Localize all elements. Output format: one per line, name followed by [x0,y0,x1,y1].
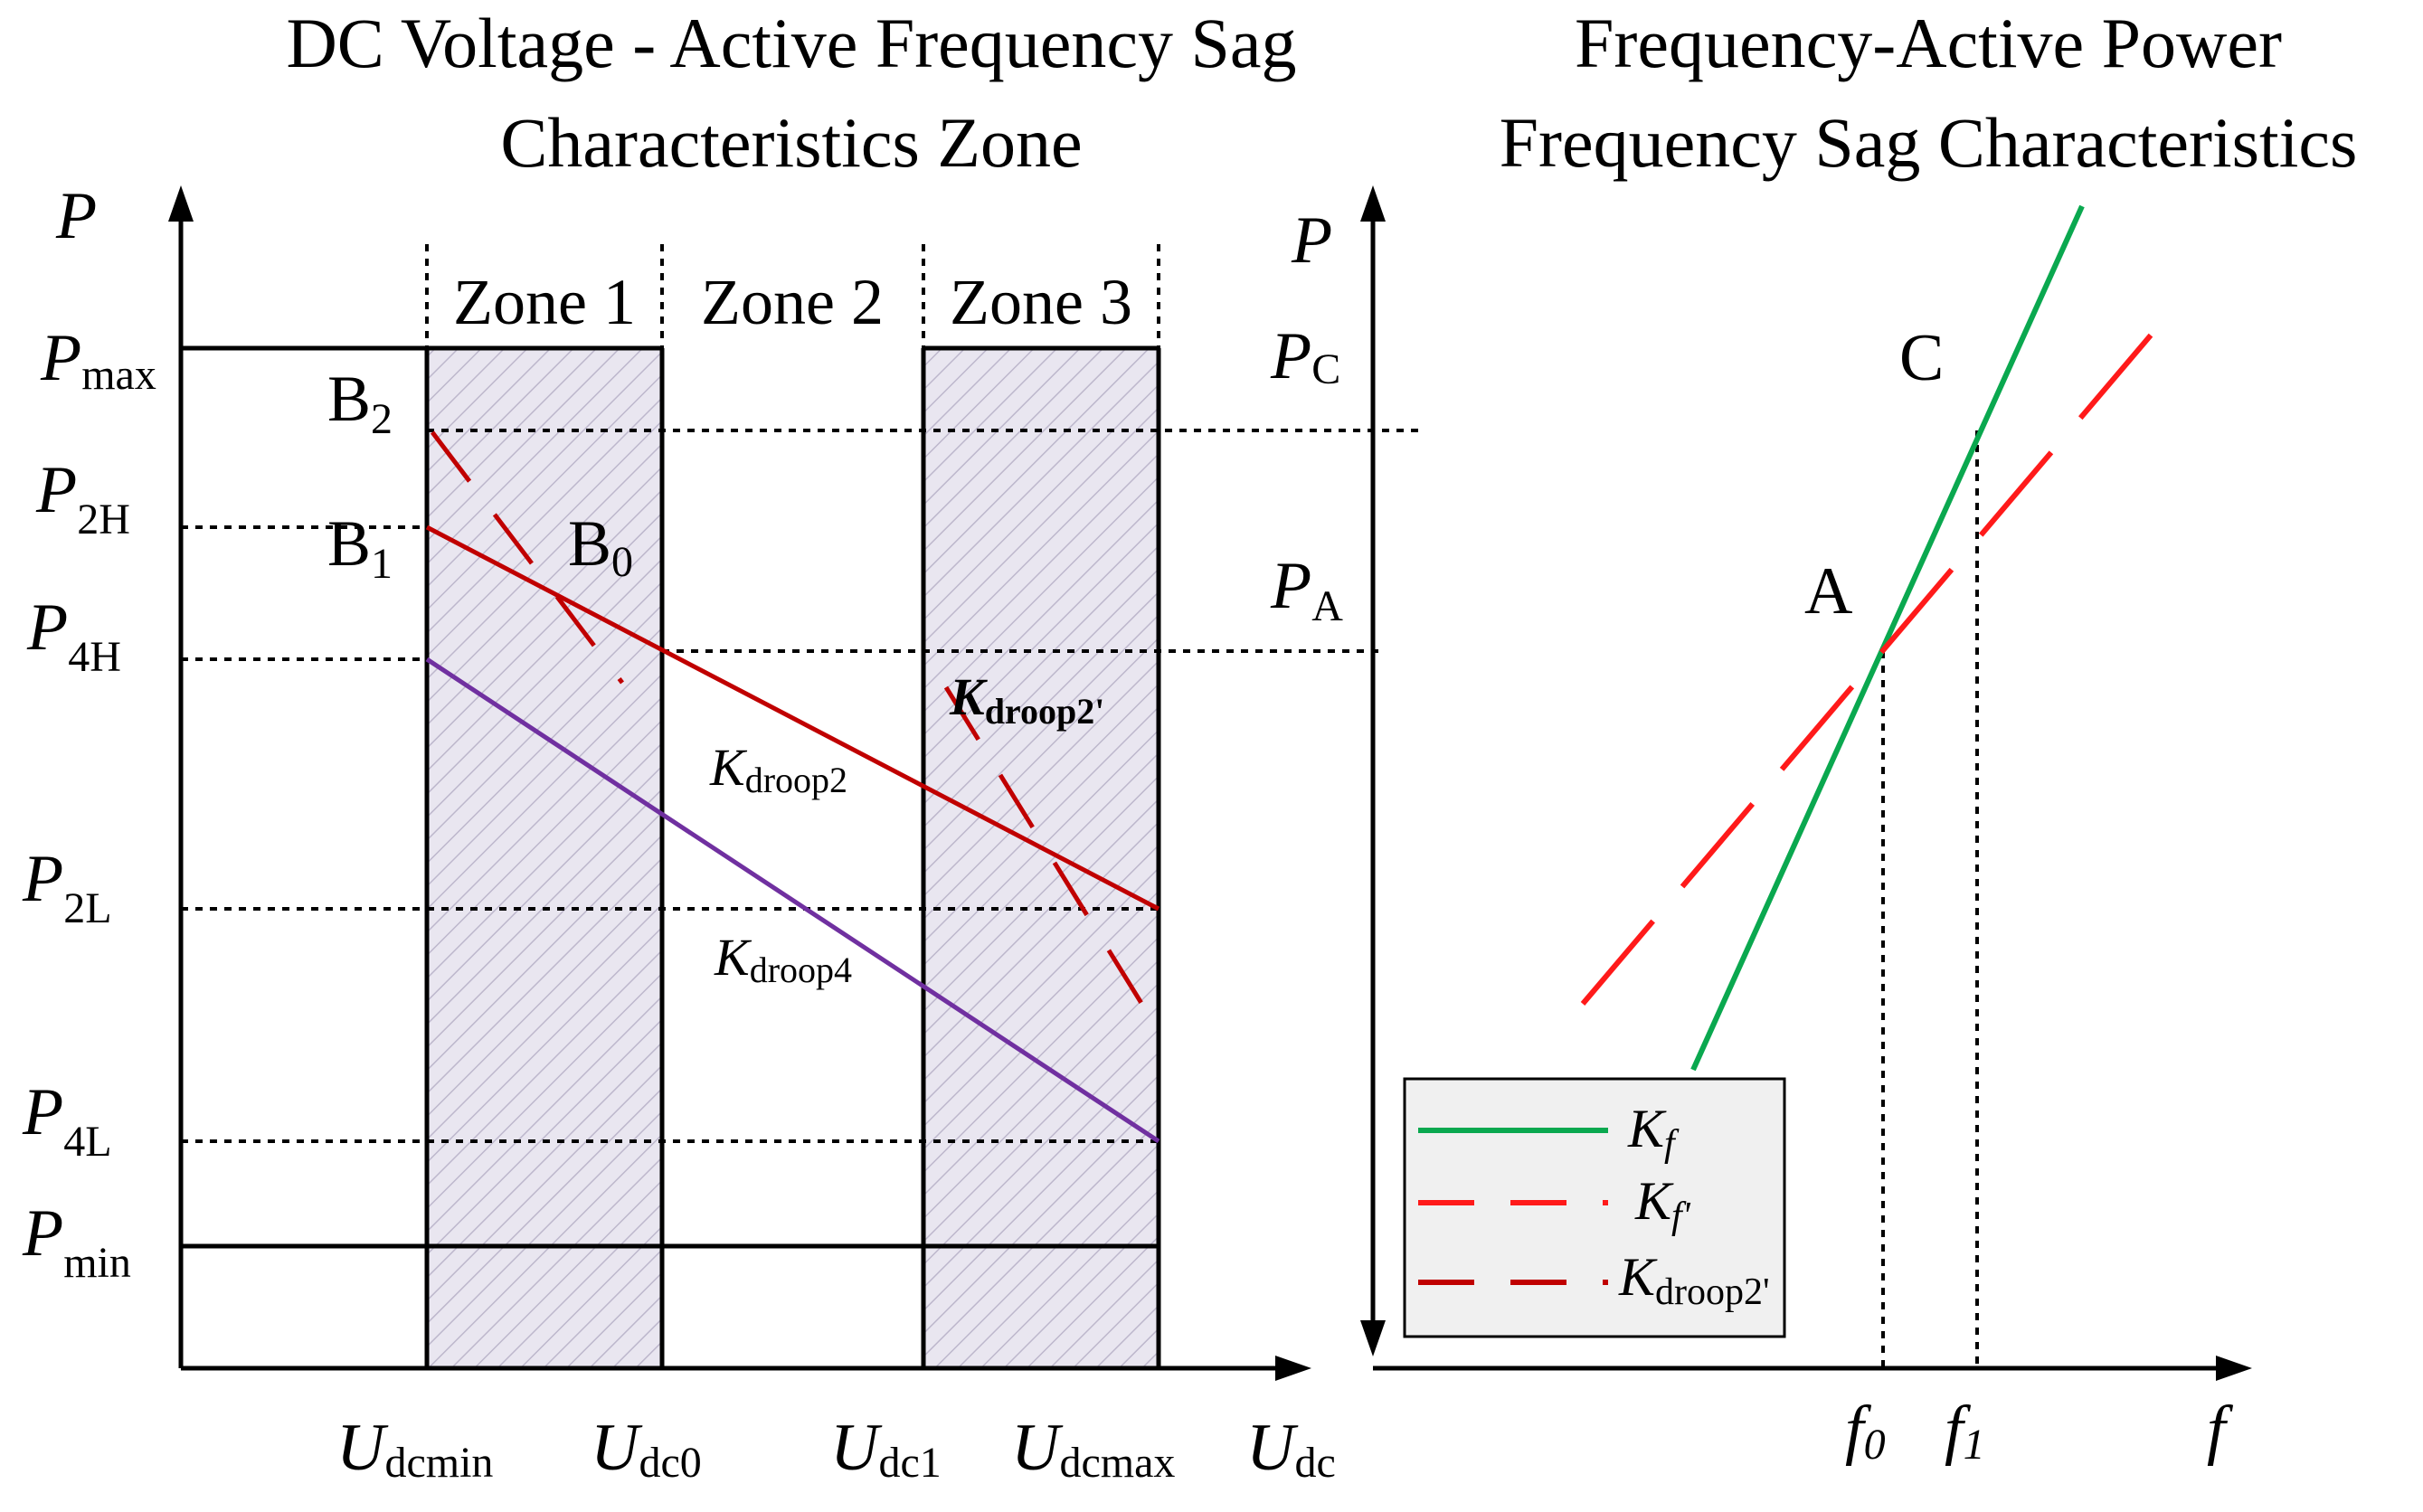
legend-box [1403,1077,1786,1338]
f1-label: f1 [1945,1393,1985,1469]
kdroop2p-label: Kdroop2' [949,667,1104,732]
legend: Kf Kf' Kdroop2' [1403,1077,1786,1338]
udcmax-label: Udcmax [1011,1411,1175,1487]
point-b0-label: B0 [568,507,633,586]
udcmin-label: Udcmin [336,1411,493,1487]
right-title-line1: Frequency-Active Power [1575,4,2282,82]
zone3-label: Zone 3 [950,266,1132,338]
legend-label-kdroop2p: Kdroop2' [1618,1247,1770,1313]
left-axis-y-label: P [55,179,97,253]
pa-label: PA [1270,549,1343,630]
point-c-label: C [1899,321,1944,395]
kdroop4-label: Kdroop4 [714,928,852,990]
udc0-label: Udc0 [591,1411,702,1487]
kf-line [1690,204,2085,1072]
right-axis-x-label: f [2207,1393,2234,1467]
right-panel: Frequency-Active Power Frequency Sag Cha… [1270,4,2357,1469]
point-a-label: A [1804,554,1852,628]
legend-label-kf-prime: Kf' [1634,1171,1691,1237]
left-axis-x-label: Udc [1246,1411,1336,1487]
pc-label: PC [1270,319,1340,393]
left-x-axis-arrow-icon [1275,1356,1311,1381]
pmin-label: Pmin [22,1196,131,1287]
kdroop2p-dashed-line [943,685,1161,1033]
p4h-label: P4H [26,591,121,681]
zone3-shading [923,348,1159,1368]
pmax-label: Pmax [40,321,156,399]
kdroop2-label: Kdroop2 [709,738,847,800]
right-axis-y-label: P [1291,203,1332,278]
p4l-label: P4L [22,1075,112,1166]
left-panel: DC Voltage - Active Frequency Sag Charac… [22,4,1425,1487]
left-title-line1: DC Voltage - Active Frequency Sag [286,4,1296,82]
right-y-axis-down-arrow-icon [1360,1320,1386,1356]
p2l-label: P2L [22,842,112,932]
zone2-label: Zone 2 [701,266,884,338]
b2-dashed-line [431,430,624,685]
zone1-label: Zone 1 [453,266,636,338]
left-y-axis-arrow-icon [168,185,194,222]
point-b2-label: B2 [327,363,393,443]
right-y-axis-up-arrow-icon [1360,185,1386,222]
f0-label: f0 [1845,1393,1886,1469]
zone-dividers-top [425,244,1160,348]
kdroop4-line [425,657,1160,1144]
zone1-shading [427,348,662,1368]
right-x-axis-arrow-icon [2216,1356,2252,1381]
udc1-label: Udc1 [830,1411,942,1487]
point-b1-label: B1 [327,507,393,588]
p2h-label: P2H [35,453,130,543]
left-title-line2: Characteristics Zone [500,103,1082,182]
right-title-line2: Frequency Sag Characteristics [1500,103,2358,182]
left-reference-lines [181,429,1425,1143]
kdroop2-line [425,524,1160,912]
right-reference-lines [1881,430,1979,1368]
